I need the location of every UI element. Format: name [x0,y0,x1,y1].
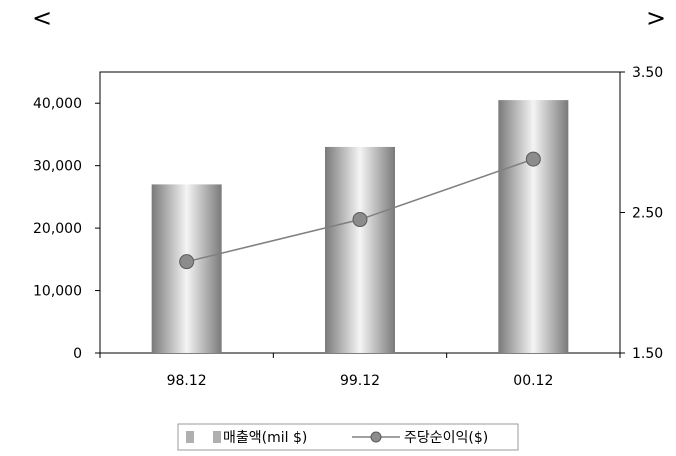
x-tick-label: 00.12 [513,373,553,389]
legend-label-sales: 매출액(mil $) [223,430,307,446]
y-left-tick-label: 30,000 [33,159,82,175]
y-left-tick-label: 0 [73,346,82,362]
bar-sales-00.12 [498,100,569,353]
y-left-tick-label: 20,000 [33,221,82,237]
legend-line-marker [370,431,382,443]
y-left-tick-label: 40,000 [33,96,82,112]
legend-bar-swatch [186,431,194,443]
legend: 매출액(mil $) 주당순이익($) [177,423,519,451]
eps-point-99.12 [352,212,368,228]
prev-arrow-icon[interactable]: < [32,4,53,32]
y-right-tick-label: 3.50 [632,65,663,81]
y-right-tick-label: 2.50 [632,206,663,222]
legend-bar-swatch [213,431,221,443]
eps-point-98.12 [179,254,195,270]
next-arrow-icon[interactable]: > [646,4,667,32]
bar-sales-99.12 [325,146,395,353]
y-right-tick-label: 1.50 [632,346,663,362]
legend-box [177,423,519,451]
x-tick-label: 99.12 [340,373,380,389]
y-left-tick-label: 10,000 [33,284,82,300]
x-tick-label: 98.12 [167,373,207,389]
eps-point-00.12 [525,151,541,167]
legend-label-eps: 주당순이익($) [404,430,488,446]
